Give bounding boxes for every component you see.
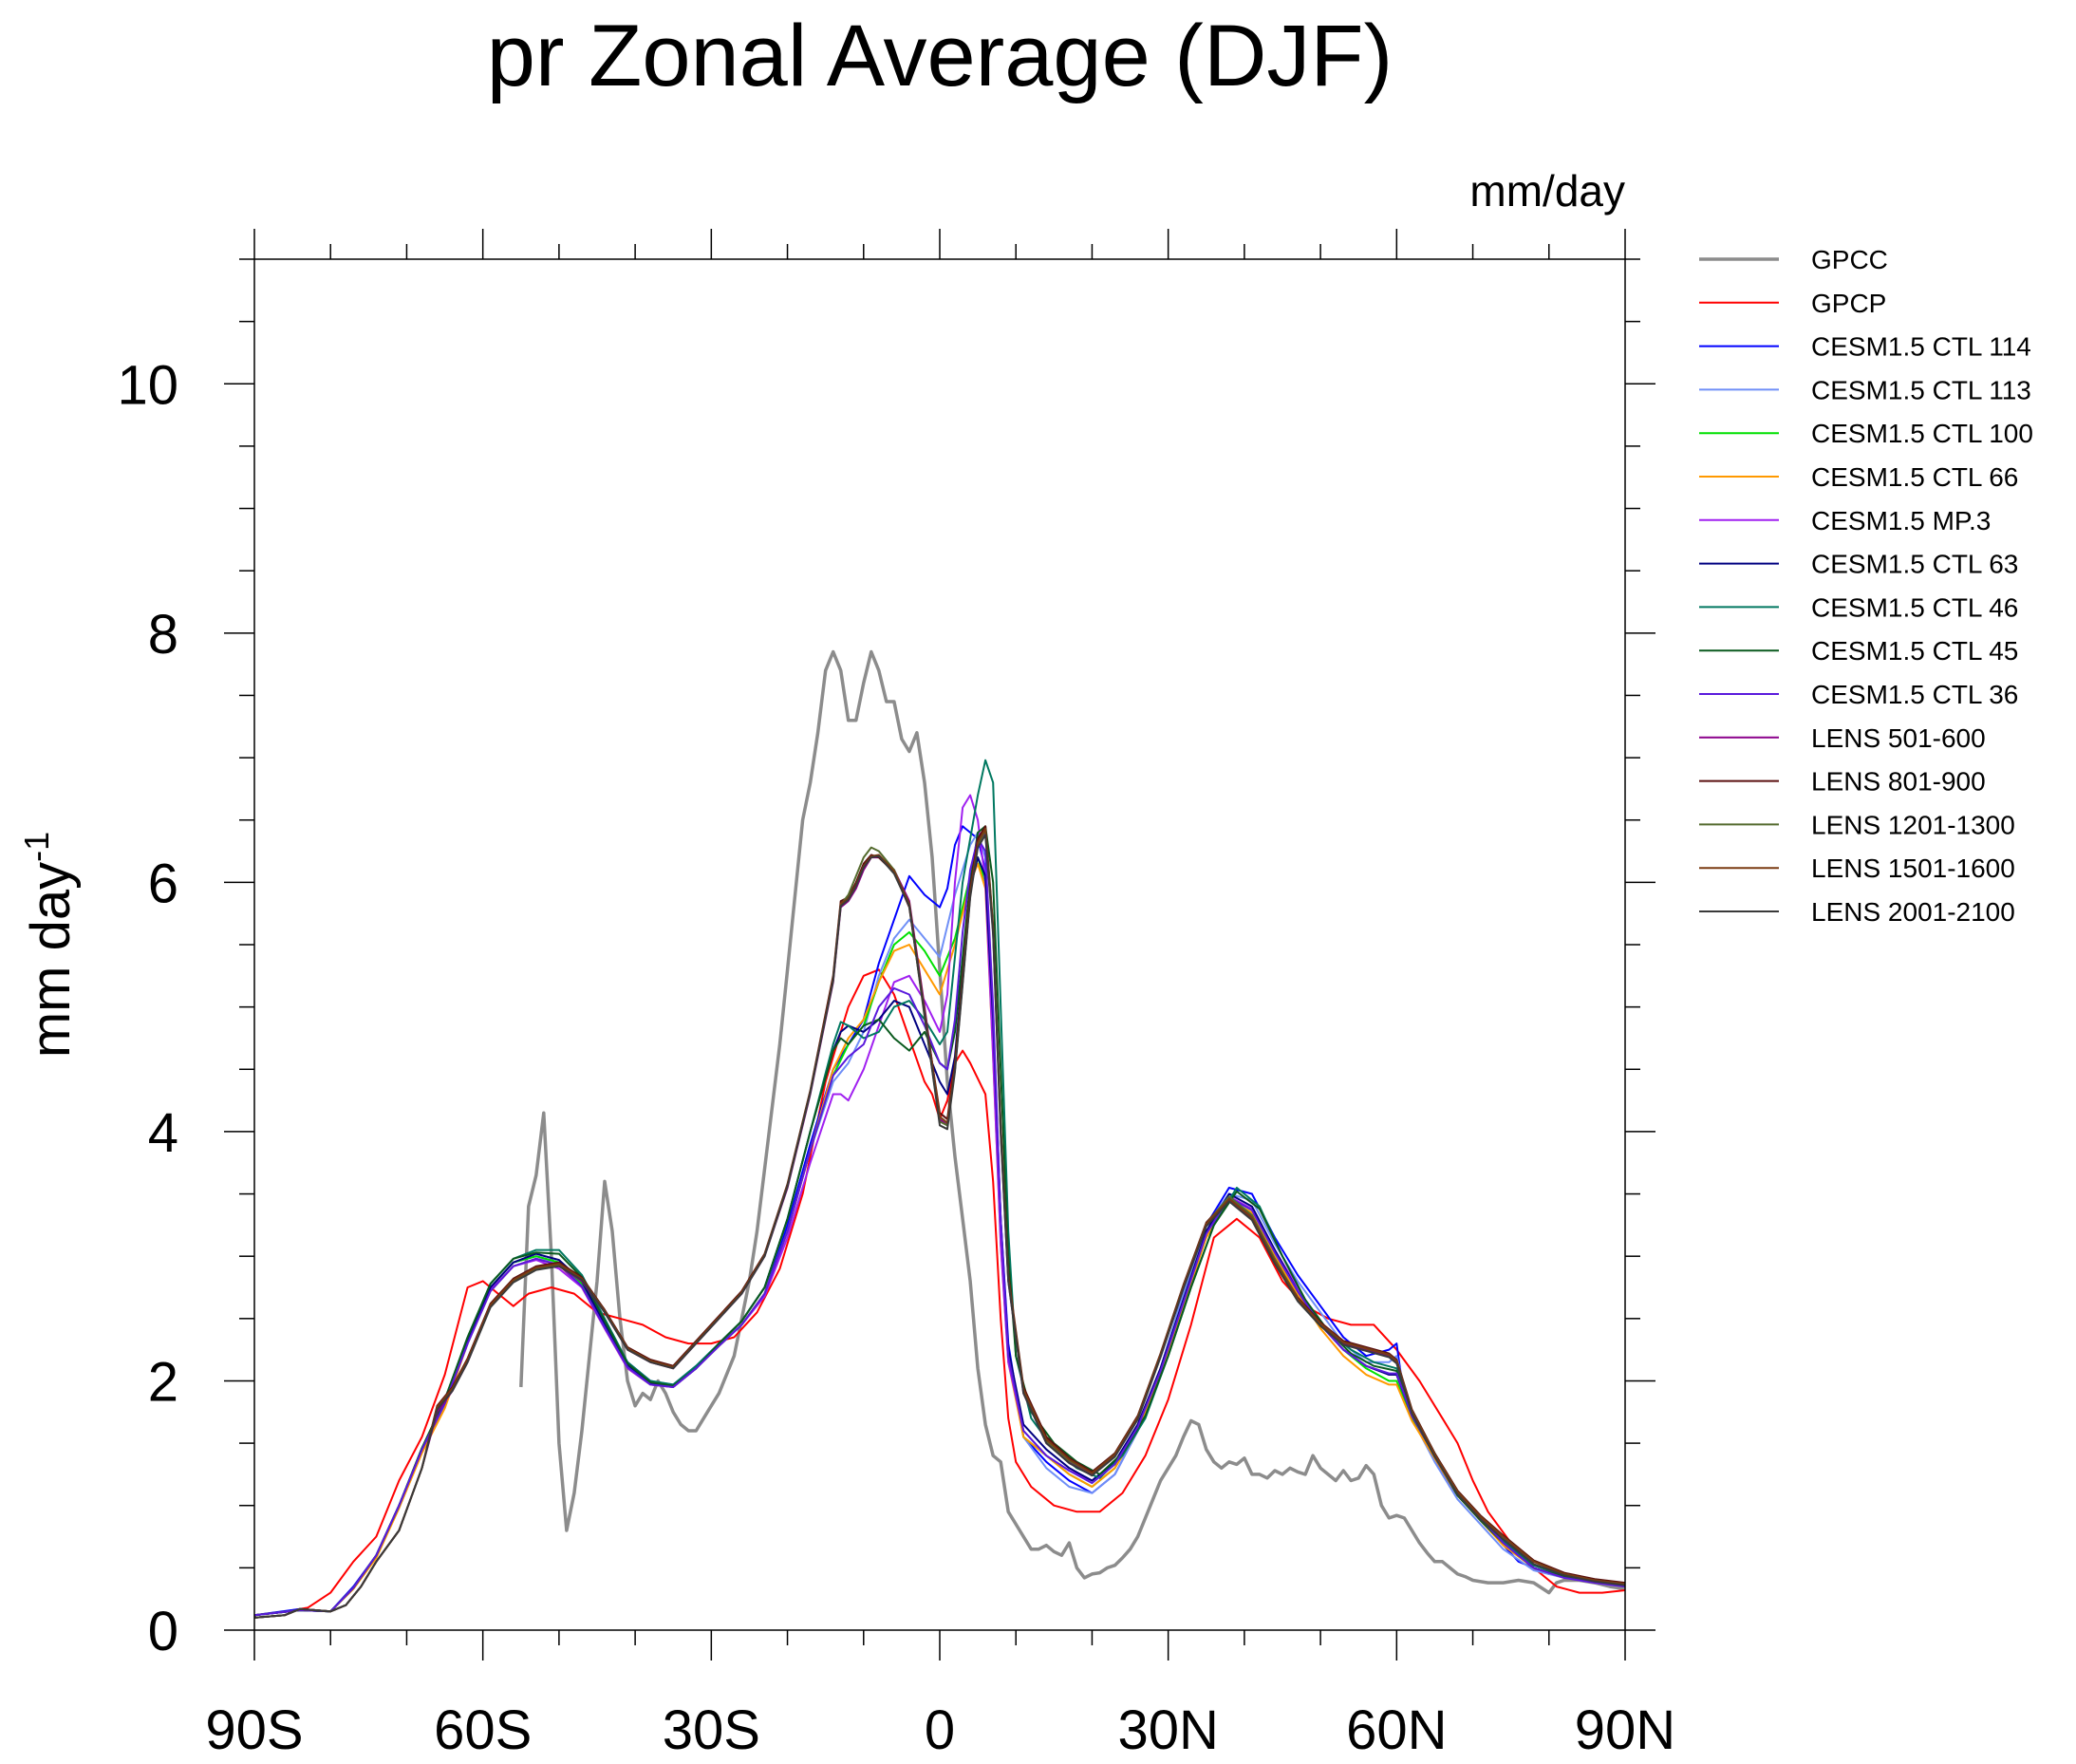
axis-ticks	[224, 229, 1655, 1661]
units-label: mm/day	[1469, 166, 1625, 216]
y-axis-label-superscript: -1	[17, 832, 56, 862]
x-tick-label: 30S	[663, 1699, 760, 1761]
legend-label: CESM1.5 CTL 114	[1811, 332, 2031, 362]
series-line	[253, 825, 1626, 1617]
x-tick-label: 90N	[1575, 1699, 1675, 1761]
x-tick-label: 90S	[205, 1699, 303, 1761]
legend-label: CESM1.5 CTL 45	[1811, 636, 2018, 666]
series-line	[253, 794, 1626, 1617]
legend: GPCC GPCP CESM1.5 CTL 114 CESM1.5 CTL 113 CE…	[1699, 245, 2033, 927]
x-tick-label: 60N	[1346, 1699, 1447, 1761]
y-tick-label: 4	[148, 1102, 178, 1164]
series-line	[253, 837, 1626, 1617]
x-tick-label: 0	[925, 1699, 955, 1761]
legend-label: LENS 801-900	[1811, 767, 1986, 797]
legend-label: CESM1.5 CTL 63	[1811, 550, 2018, 579]
y-tick-label: 6	[148, 853, 178, 914]
legend-label: CESM1.5 CTL 113	[1811, 375, 2031, 404]
chart-title: pr Zonal Average (DJF)	[487, 8, 1393, 104]
series-line	[253, 825, 1626, 1617]
legend-label: LENS 2001-2100	[1811, 897, 2015, 927]
y-tick-label: 0	[148, 1601, 178, 1662]
plot-lines	[253, 649, 1626, 1619]
y-tick-label: 2	[148, 1351, 178, 1413]
series-line	[253, 759, 1626, 1617]
legend-label: LENS 1201-1300	[1811, 810, 2015, 839]
tick-labels: 90S 60S 30S 0 30N 60N 90N 0 2 4 6 8 10	[117, 354, 1675, 1761]
legend-label: LENS 1501-1600	[1811, 854, 2015, 883]
series-line	[253, 968, 1626, 1617]
x-tick-label: 30N	[1117, 1699, 1218, 1761]
legend-label: CESM1.5 CTL 100	[1811, 419, 2033, 448]
legend-label: LENS 501-600	[1811, 723, 1986, 753]
legend-label: GPCC	[1811, 245, 1888, 274]
legend-label: CESM1.5 CTL 36	[1811, 680, 2018, 709]
y-axis-label-text: mm day	[20, 862, 82, 1058]
legend-label: CESM1.5 CTL 46	[1811, 592, 2018, 622]
series-line	[253, 834, 1626, 1619]
series-line	[253, 856, 1626, 1617]
y-axis-label: mm day-1	[17, 832, 82, 1058]
y-tick-label: 10	[117, 354, 178, 416]
series-line	[253, 825, 1626, 1619]
legend-label: CESM1.5 CTL 66	[1811, 462, 2018, 492]
y-tick-label: 8	[148, 604, 178, 666]
legend-label: CESM1.5 MP.3	[1811, 506, 1991, 535]
x-tick-label: 60S	[434, 1699, 532, 1761]
series-line	[519, 649, 1626, 1595]
legend-label: GPCP	[1811, 289, 1886, 318]
